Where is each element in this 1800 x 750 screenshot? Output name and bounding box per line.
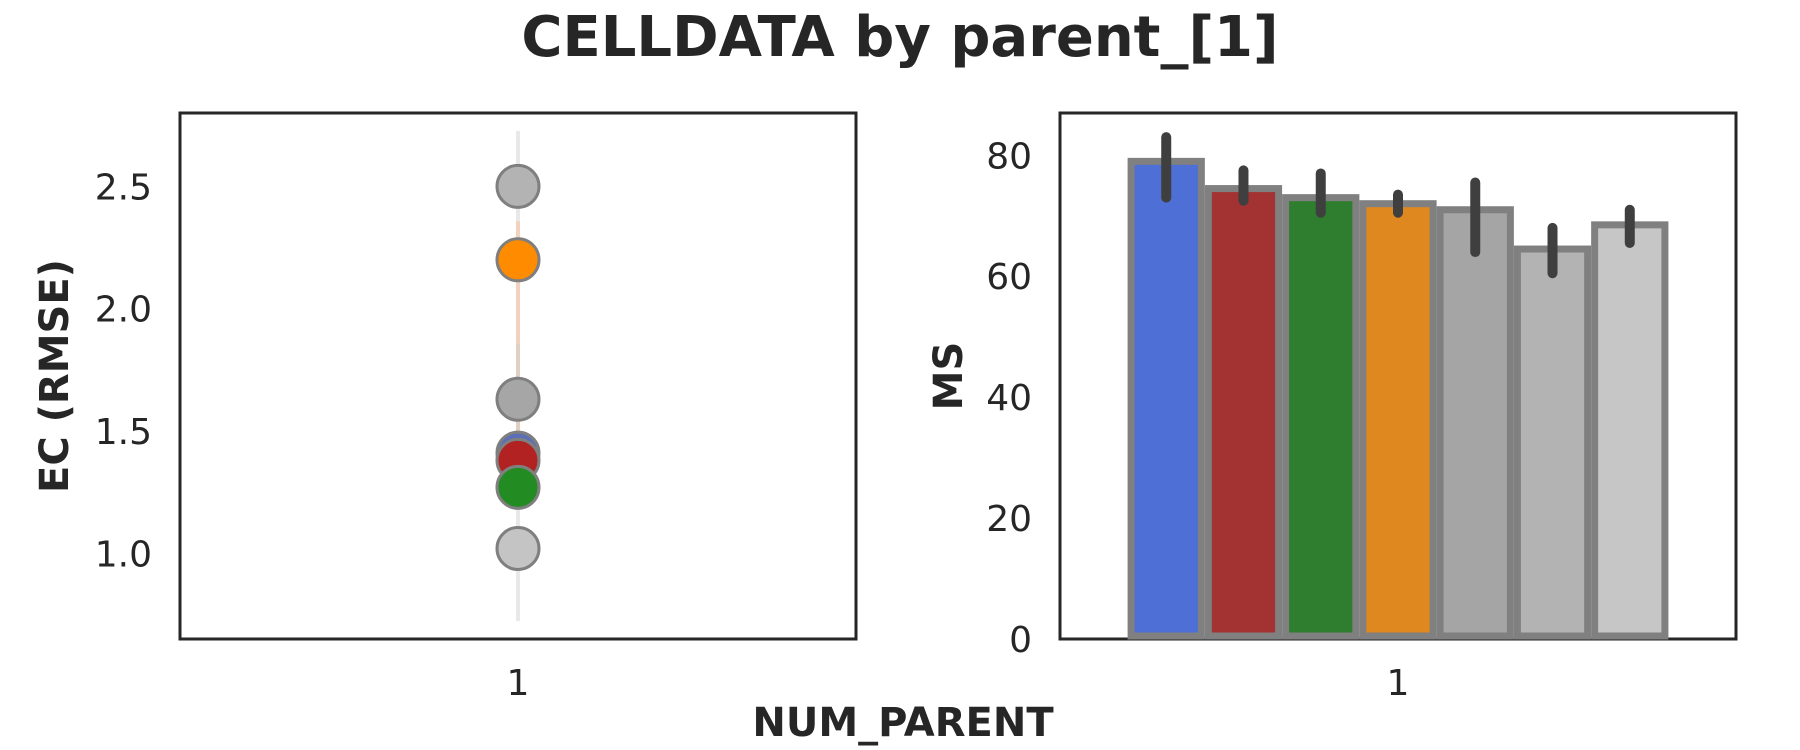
left-x-tick-label: 1 (507, 663, 530, 704)
right-bar (1359, 200, 1437, 640)
left-data-point (495, 376, 541, 422)
left-plot-frame (178, 111, 858, 641)
left-y-tick-label: 1.0 (95, 534, 152, 575)
left-data-point (495, 163, 541, 209)
left-data-point (495, 525, 541, 571)
chart-title: CELLDATA by parent_[1] (521, 5, 1278, 70)
left-y-ticks: 1.0 1.5 2.0 2.5 (95, 167, 152, 575)
right-bar (1282, 194, 1360, 640)
left-y-tick-label: 2.0 (95, 290, 152, 331)
left-y-axis-label: EC (RMSE) (32, 259, 78, 493)
right-y-tick-label: 0 (1009, 620, 1032, 661)
right-bar (1204, 185, 1283, 640)
right-bars (1127, 157, 1669, 640)
right-error-bars (1161, 132, 1635, 279)
right-y-axis-label: MS (926, 342, 972, 411)
right-y-tick-label: 80 (986, 136, 1032, 177)
right-x-tick-label: 1 (1387, 663, 1410, 704)
left-points (495, 163, 541, 571)
left-data-point (495, 464, 541, 510)
left-panel: 1.0 1.5 2.0 2.5 1 EC (RMSE) (32, 111, 858, 704)
right-bar (1127, 157, 1205, 640)
left-x-ticks: 1 (507, 663, 530, 704)
right-bar (1591, 221, 1669, 640)
left-y-tick-label: 2.5 (95, 167, 152, 208)
right-y-tick-label: 60 (986, 257, 1032, 298)
right-y-tick-label: 40 (986, 378, 1032, 419)
left-data-point (495, 237, 541, 283)
right-bar (1436, 206, 1514, 640)
shared-x-axis-label: NUM_PARENT (752, 700, 1054, 746)
right-y-tick-label: 20 (986, 499, 1032, 540)
left-y-tick-label: 1.5 (95, 412, 152, 453)
right-x-ticks: 1 (1387, 663, 1410, 704)
right-bar (1513, 245, 1592, 640)
right-y-ticks: 0 20 40 60 80 (986, 136, 1032, 661)
right-panel: 0 20 40 60 80 1 MS (926, 111, 1738, 704)
